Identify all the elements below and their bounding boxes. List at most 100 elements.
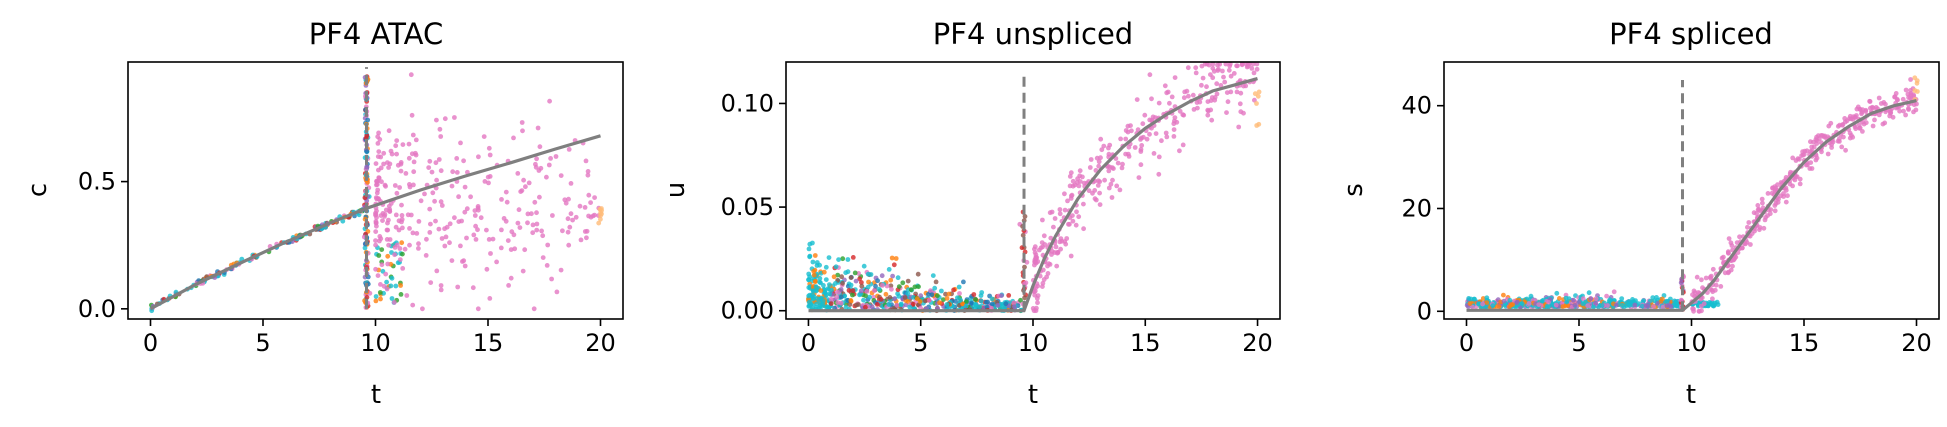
data-point: [1797, 181, 1803, 187]
data-point: [443, 234, 449, 240]
data-point: [1075, 176, 1080, 182]
data-point: [393, 212, 399, 218]
data-point: [442, 226, 447, 232]
data-point: [1236, 124, 1242, 130]
data-point: [450, 169, 456, 175]
data-point: [850, 255, 856, 260]
data-point: [889, 286, 894, 292]
data-point: [365, 179, 370, 185]
data-point: [1171, 134, 1177, 139]
data-point: [478, 215, 484, 221]
data-point: [902, 295, 908, 300]
data-point: [379, 262, 385, 268]
data-point: [1041, 277, 1047, 282]
data-point: [1098, 136, 1104, 142]
data-point: [1721, 254, 1726, 260]
data-point: [932, 285, 938, 291]
data-point: [389, 275, 395, 281]
data-point: [1467, 301, 1473, 306]
data-point: [1888, 110, 1894, 115]
data-point: [1106, 151, 1112, 157]
data-point: [1123, 151, 1128, 157]
data-point: [812, 253, 818, 258]
data-point: [1228, 73, 1234, 79]
data-point: [1241, 83, 1246, 89]
data-point: [898, 301, 904, 307]
data-point: [1177, 108, 1183, 114]
data-point: [999, 293, 1004, 298]
data-point: [375, 154, 381, 160]
data-point: [582, 229, 588, 234]
y-axis-label: c: [23, 183, 53, 197]
data-point: [380, 218, 385, 224]
data-point: [563, 200, 569, 206]
data-point: [532, 199, 538, 205]
data-point: [1062, 207, 1068, 213]
data-point: [1081, 226, 1086, 232]
data-point: [456, 219, 462, 225]
data-point: [1790, 183, 1795, 189]
data-point: [391, 300, 397, 305]
data-point: [529, 211, 534, 217]
data-point: [1052, 216, 1058, 221]
data-point: [1739, 245, 1745, 251]
fit-curve: [1466, 99, 1917, 312]
data-point: [549, 276, 554, 282]
data-point: [806, 293, 812, 299]
data-point: [399, 213, 405, 218]
data-point: [388, 283, 394, 289]
data-point: [585, 169, 591, 174]
data-point: [879, 273, 885, 279]
data-point: [883, 291, 889, 297]
data-point: [1153, 131, 1159, 137]
data-point: [1470, 304, 1475, 310]
data-point: [1703, 275, 1709, 281]
data-point: [1713, 282, 1719, 288]
data-point: [806, 303, 812, 309]
data-point: [473, 223, 478, 229]
data-point: [364, 294, 370, 300]
data-point: [379, 179, 384, 185]
x-tick-label: 15: [473, 329, 504, 357]
data-point: [452, 215, 457, 221]
data-point: [1102, 177, 1107, 183]
data-point: [1134, 97, 1140, 102]
data-point: [373, 238, 378, 244]
data-point: [1070, 178, 1076, 184]
data-point: [506, 283, 511, 288]
data-point: [388, 148, 394, 154]
data-point: [867, 294, 872, 300]
data-point: [1790, 155, 1796, 161]
data-point: [811, 268, 817, 274]
data-point: [387, 207, 393, 212]
data-point: [886, 302, 892, 307]
data-point: [1576, 300, 1582, 305]
data-point: [1051, 224, 1056, 230]
data-point: [403, 171, 409, 176]
data-point: [410, 302, 416, 308]
data-point: [1536, 302, 1542, 307]
data-point: [518, 189, 524, 195]
data-point: [1088, 157, 1094, 162]
data-point: [1856, 122, 1862, 128]
data-point: [1480, 301, 1485, 307]
axis-ticks: 0 5 10 15 20 0 20 40: [1401, 92, 1931, 357]
data-point: [1809, 166, 1815, 171]
data-point: [1032, 288, 1038, 294]
data-point: [1893, 91, 1899, 96]
data-point: [381, 150, 387, 156]
data-point: [958, 297, 963, 303]
data-point: [413, 137, 419, 143]
data-point: [963, 299, 969, 305]
data-point: [1199, 82, 1204, 88]
data-point: [487, 174, 493, 179]
data-point: [554, 289, 560, 295]
data-point: [427, 206, 433, 212]
data-point: [1080, 174, 1085, 180]
data-point: [1095, 183, 1101, 188]
data-point: [1519, 301, 1525, 307]
data-point: [1126, 144, 1132, 150]
data-point: [565, 216, 571, 222]
data-point: [386, 128, 392, 134]
data-point: [1177, 148, 1182, 154]
